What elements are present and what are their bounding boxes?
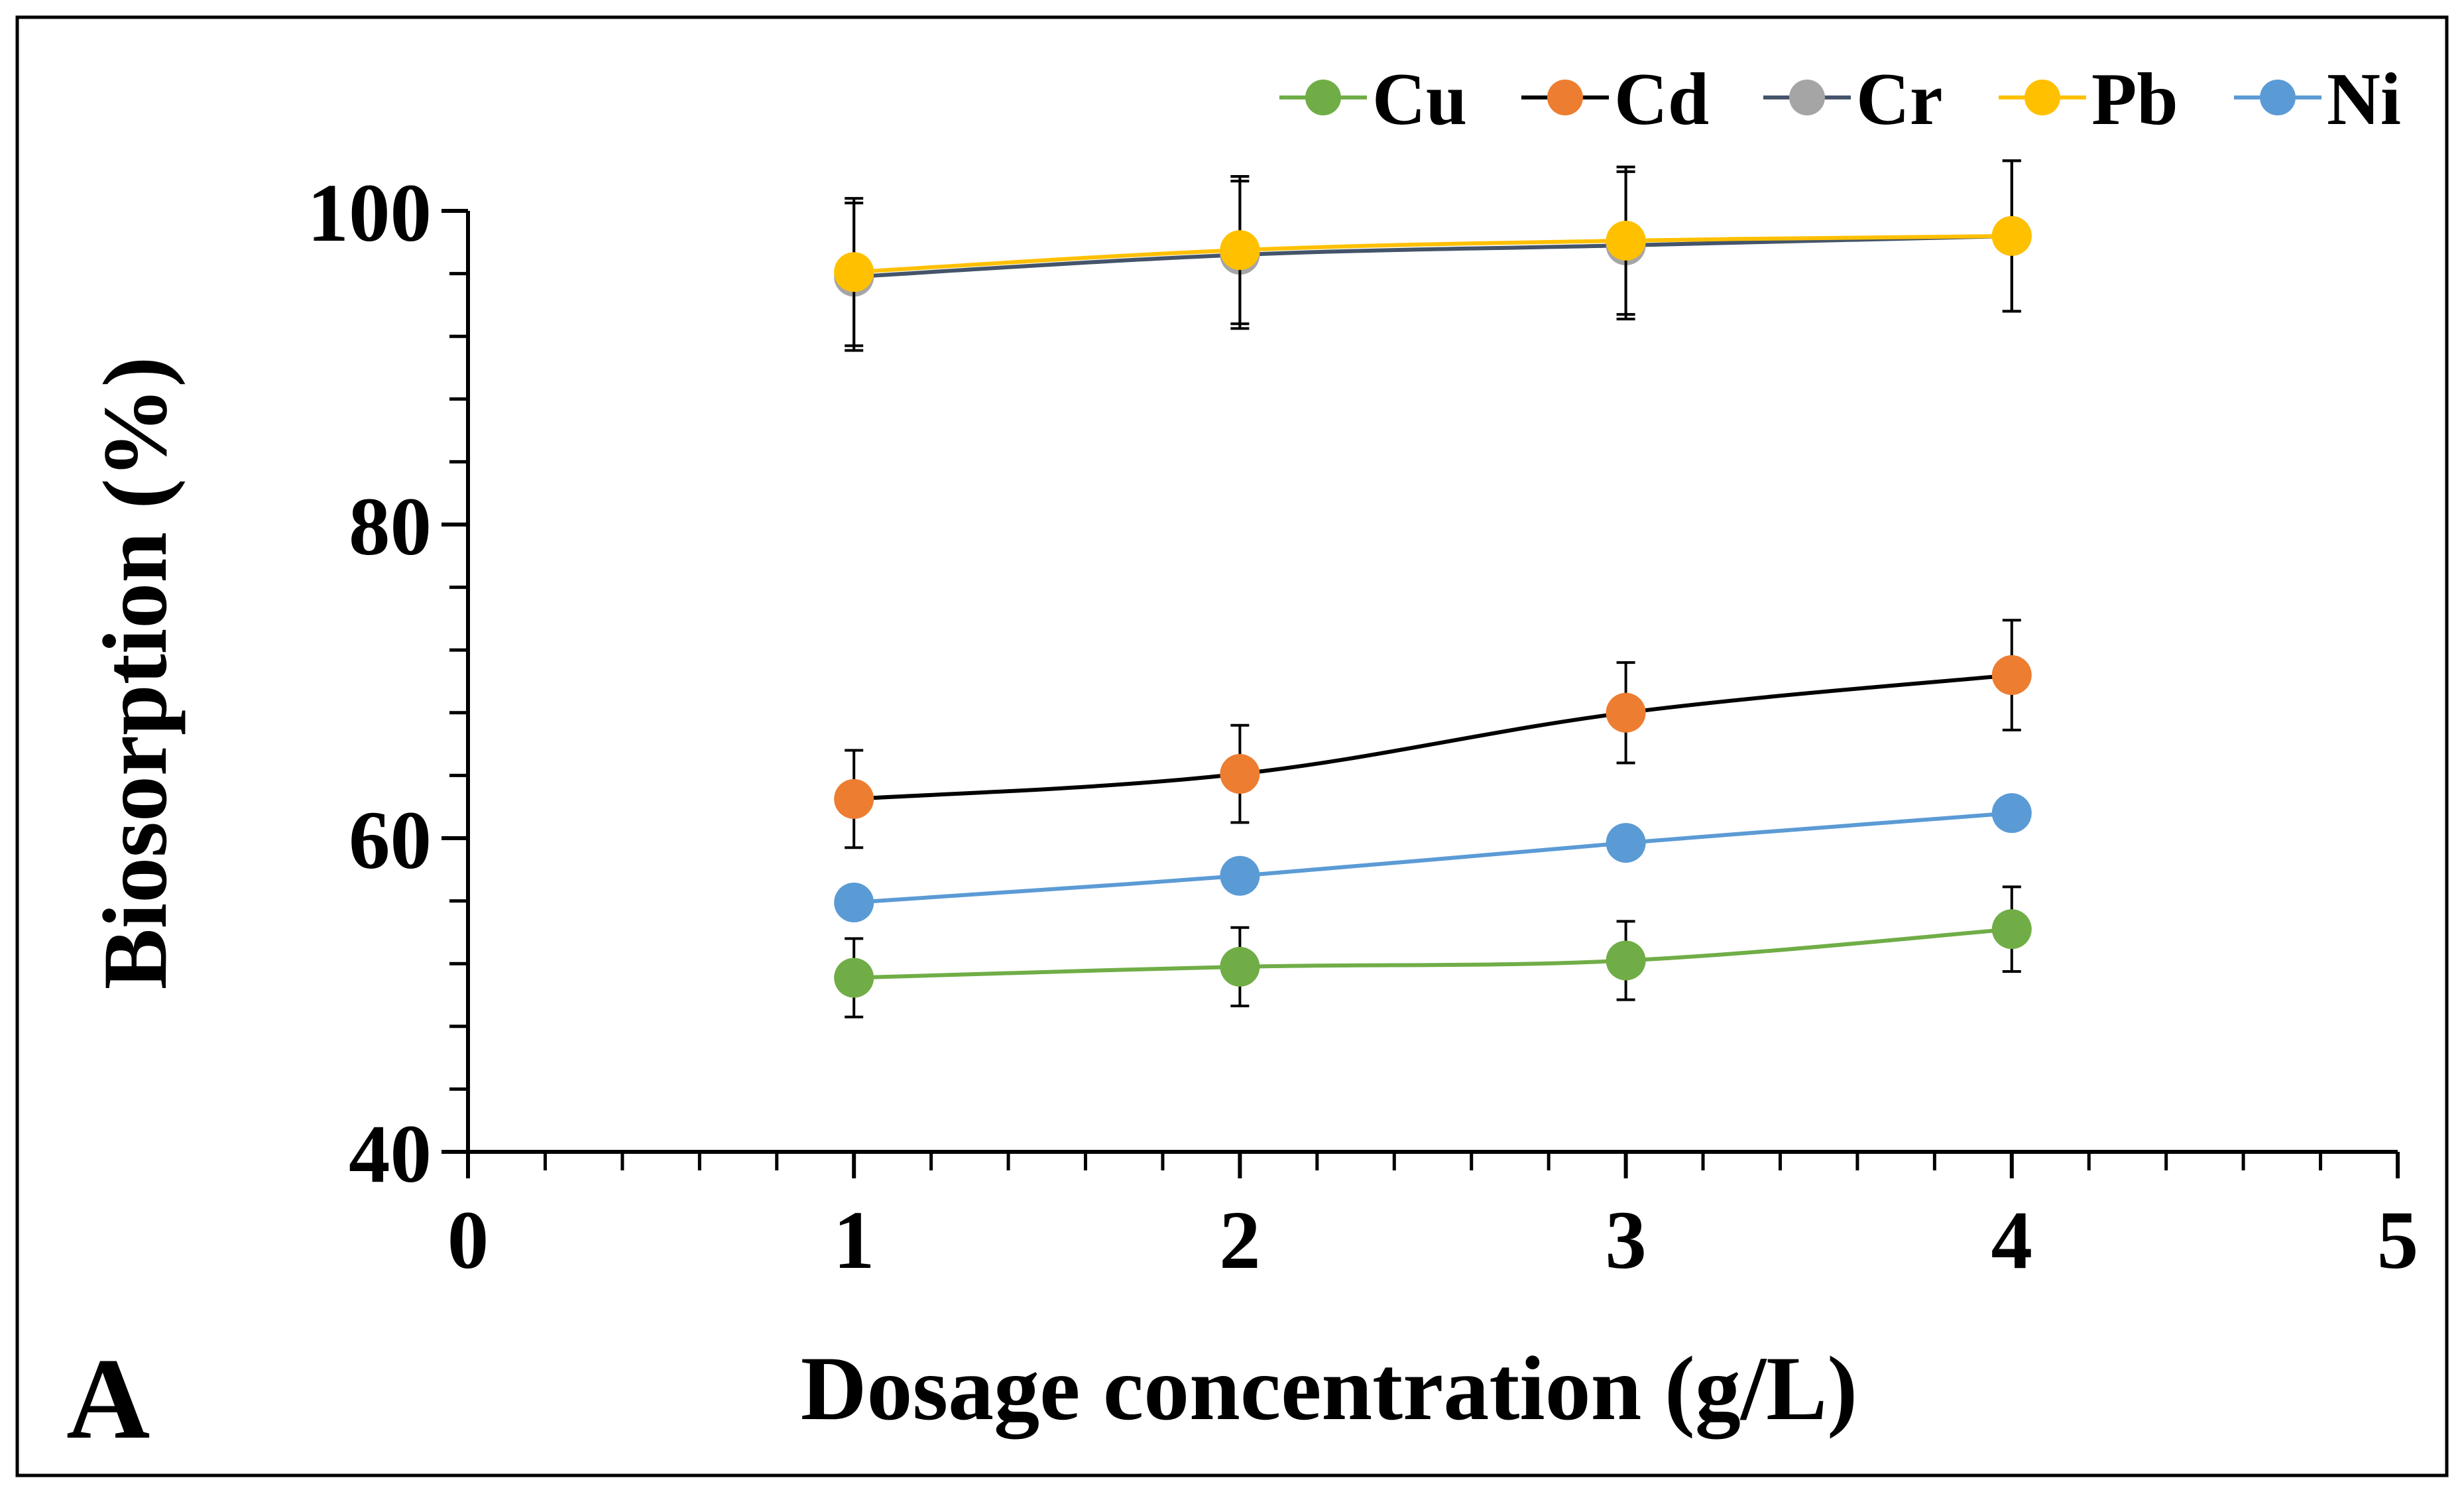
legend-item-cd: Cd: [1521, 58, 1709, 141]
legend-item-cr: Cr: [1763, 58, 1943, 141]
axes: 40 60 80 100 0 1 2 3 4 5: [308, 168, 2419, 1286]
legend-item-ni: Ni: [2234, 58, 2401, 141]
data-point-cd: [1606, 692, 1646, 733]
series-line-cd: [854, 673, 2013, 801]
series-line-cr: [854, 233, 2012, 279]
series-pb: [834, 159, 2032, 347]
data-point-ni: [1220, 855, 1260, 896]
x-tick-label: 0: [447, 1195, 489, 1286]
legend-label: Ni: [2327, 58, 2401, 141]
data-point-cu: [1991, 909, 2032, 950]
x-tick-label: 5: [2377, 1195, 2419, 1286]
legend-marker: [1789, 80, 1825, 115]
data-point-ni: [1991, 793, 2032, 834]
data-point-cd: [834, 779, 874, 819]
y-tick-label: 60: [349, 795, 432, 887]
x-tick-label: 3: [1605, 1195, 1647, 1286]
data-point-pb: [1606, 220, 1646, 261]
data-point-pb: [1220, 230, 1260, 271]
y-tick-label: 40: [349, 1109, 432, 1200]
data-point-pb: [834, 252, 874, 292]
data-point-cd: [1220, 754, 1260, 794]
data-point-cd: [1991, 655, 2032, 696]
panel-label: A: [66, 1334, 150, 1463]
x-tick-label: 2: [1219, 1195, 1261, 1286]
x-axis-title: Dosage concentration (g/L): [801, 1338, 1857, 1439]
series-cu: [834, 885, 2032, 1019]
y-axis-title: Biosorption (%): [84, 357, 186, 990]
legend-label: Cu: [1372, 58, 1467, 141]
data-point-pb: [1991, 216, 2032, 256]
data-point-ni: [834, 882, 874, 922]
legend-marker: [2260, 80, 2296, 115]
legend-label: Cr: [1856, 58, 1943, 141]
x-tick-label: 4: [1991, 1195, 2033, 1286]
legend-item-pb: Pb: [1999, 58, 2178, 141]
y-tick-label: 80: [349, 481, 432, 573]
legend-label: Pb: [2091, 58, 2178, 141]
x-tick-label: 1: [833, 1195, 875, 1286]
series-line-pb: [854, 233, 2012, 275]
data-point-ni: [1606, 823, 1646, 863]
legend-marker: [1547, 80, 1583, 115]
legend-marker: [2024, 80, 2060, 115]
data-point-cu: [1606, 940, 1646, 981]
series-line-ni: [853, 811, 2013, 904]
data-point-cu: [834, 958, 874, 998]
legend-marker: [1305, 80, 1341, 115]
data-point-cu: [1220, 946, 1260, 987]
legend: Cu Cd Cr Pb Ni: [1279, 58, 2401, 141]
legend-label: Cd: [1614, 58, 1709, 141]
series-ni: [834, 793, 2032, 922]
series-layer: [834, 159, 2032, 1019]
y-tick-label: 100: [308, 168, 432, 259]
series-cd: [834, 619, 2032, 849]
series-line-cu: [854, 927, 2013, 980]
legend-item-cu: Cu: [1279, 58, 1467, 141]
